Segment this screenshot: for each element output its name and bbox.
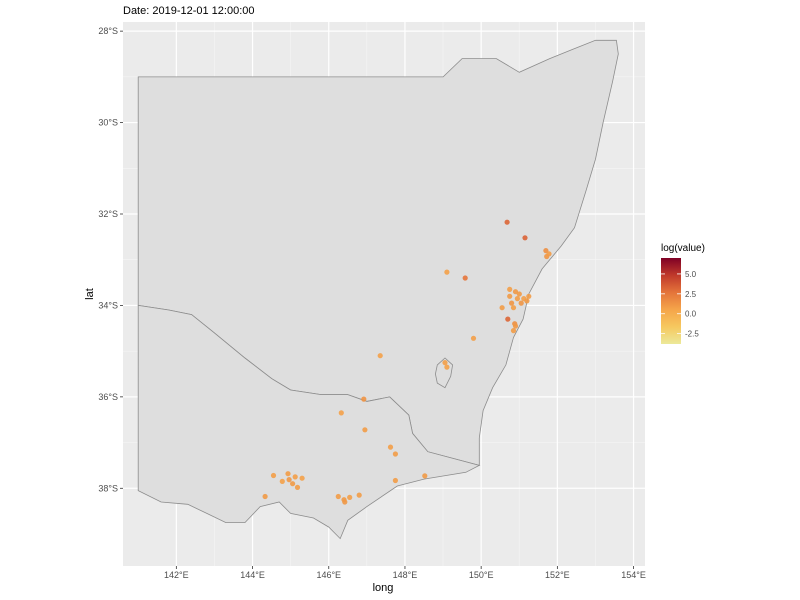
data-point (444, 364, 450, 370)
x-axis: 142°E 144°E 146°E 148°E 150°E 152°E 154°E (164, 566, 646, 580)
data-point (510, 328, 517, 334)
data-point (514, 296, 521, 302)
data-point (505, 316, 511, 322)
data-point (507, 286, 513, 292)
data-point (262, 493, 268, 500)
data-point (285, 471, 291, 477)
y-tick-label: 28°S (98, 26, 118, 36)
data-point (387, 444, 394, 450)
y-axis-title: lat (84, 288, 96, 300)
y-tick-label: 30°S (98, 118, 118, 128)
x-tick-label: 146°E (316, 570, 341, 580)
data-point (362, 427, 368, 433)
x-tick-label: 150°E (469, 570, 494, 580)
data-point (512, 323, 519, 329)
data-point (286, 477, 292, 483)
data-point (470, 335, 477, 341)
data-point (422, 473, 428, 479)
plot-panel (123, 22, 645, 566)
y-tick-label: 38°S (98, 483, 118, 493)
y-tick-label: 34°S (98, 300, 118, 310)
legend-label: 0.0 (685, 310, 697, 319)
data-point (294, 484, 301, 490)
data-point (361, 396, 367, 402)
legend-colorbar (661, 258, 681, 344)
data-point (442, 360, 448, 366)
data-point (356, 492, 362, 498)
data-point (377, 353, 383, 359)
data-point (347, 494, 353, 500)
data-points (262, 219, 552, 505)
data-point (507, 293, 513, 299)
data-point (270, 472, 277, 479)
data-point (444, 269, 450, 275)
y-axis: 28°S 30°S 32°S 34°S 36°S 38°S (98, 26, 123, 493)
plot-title: Date: 2019-12-01 12:00:00 (123, 5, 255, 17)
legend-label: 5.0 (685, 270, 697, 279)
data-point (499, 305, 505, 311)
legend-title: log(value) (661, 243, 705, 254)
data-point (526, 293, 532, 299)
data-point (279, 478, 285, 484)
y-tick-label: 36°S (98, 392, 118, 402)
data-point (392, 451, 398, 457)
data-point (504, 219, 510, 225)
data-point (292, 474, 298, 480)
data-point (522, 235, 528, 241)
legend-ticks: 5.0 2.5 0.0 -2.5 (661, 270, 699, 339)
data-point (546, 251, 552, 257)
data-point (509, 300, 515, 306)
data-point (462, 275, 468, 281)
data-point (518, 300, 524, 306)
x-tick-label: 144°E (240, 570, 265, 580)
x-axis-title: long (373, 582, 394, 594)
x-tick-label: 142°E (164, 570, 189, 580)
legend-label: -2.5 (685, 330, 699, 339)
data-point (290, 481, 296, 487)
data-point (392, 477, 398, 484)
data-point (512, 289, 519, 295)
x-tick-label: 152°E (545, 570, 570, 580)
y-tick-label: 32°S (98, 209, 118, 219)
color-legend: log(value) 5.0 2.5 0.0 -2.5 (661, 243, 705, 344)
data-point (342, 499, 348, 505)
x-tick-label: 148°E (393, 570, 418, 580)
data-point (516, 291, 522, 297)
data-point (524, 298, 530, 304)
x-tick-label: 154°E (621, 570, 646, 580)
legend-label: 2.5 (685, 290, 697, 299)
data-point (299, 475, 305, 481)
data-point (338, 410, 344, 416)
data-point (543, 248, 549, 254)
data-point (335, 493, 341, 500)
data-point (510, 305, 517, 311)
